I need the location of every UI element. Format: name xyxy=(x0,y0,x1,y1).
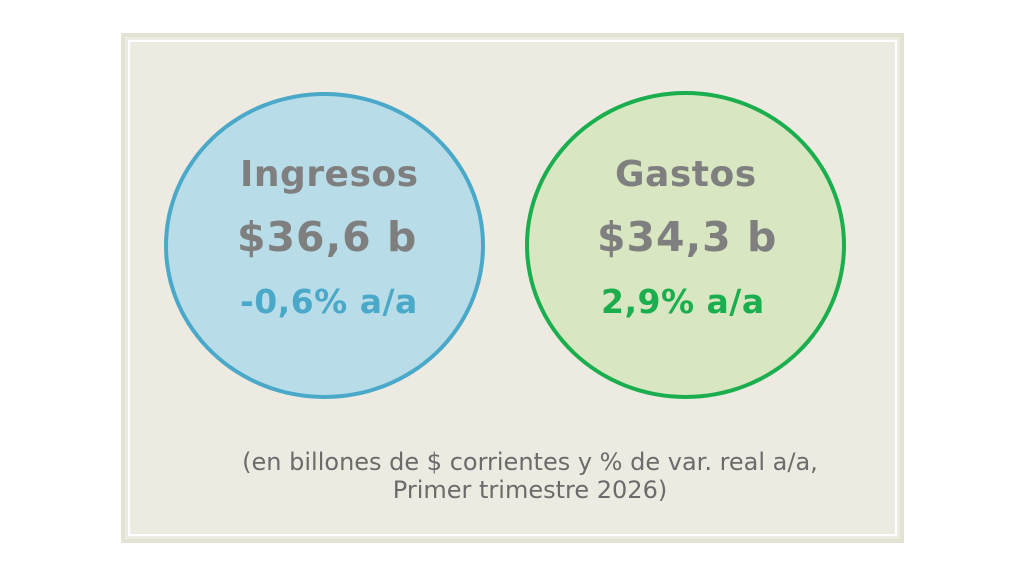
panel-inner-border xyxy=(128,40,897,536)
caption-line-1: (en billones de $ corrientes y % de var.… xyxy=(242,448,818,476)
income-label: Ingresos xyxy=(240,154,419,195)
income-circle xyxy=(164,92,485,399)
expense-circle xyxy=(525,91,846,399)
expense-change: 2,9% a/a xyxy=(601,282,765,321)
caption-line-2: Primer trimestre 2026) xyxy=(392,476,668,504)
caption: (en billones de $ corrientes y % de var.… xyxy=(200,448,860,504)
income-change: -0,6% a/a xyxy=(240,282,418,321)
expense-amount: $34,3 b xyxy=(597,213,778,261)
expense-label: Gastos xyxy=(615,154,757,195)
income-amount: $36,6 b xyxy=(237,213,418,261)
